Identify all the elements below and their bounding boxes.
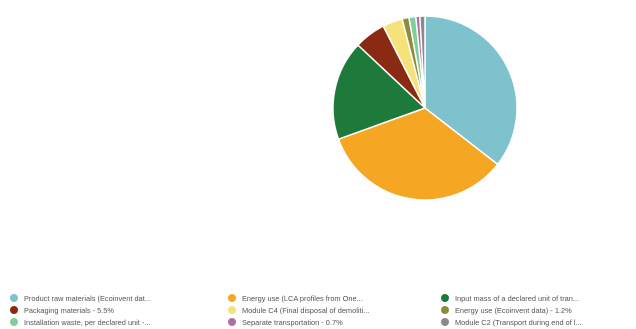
legend-item[interactable]: Module C2 (Transport during end of l... xyxy=(441,316,636,328)
pie-chart xyxy=(332,15,518,201)
legend-label: Packaging materials - 5.5% xyxy=(24,305,114,315)
legend-label: Module C2 (Transport during end of l... xyxy=(455,317,582,327)
legend-swatch xyxy=(441,318,449,326)
legend-swatch xyxy=(228,306,236,314)
legend-item[interactable]: Energy use (LCA profiles from One... xyxy=(228,292,433,304)
legend-item[interactable]: Product raw materials (Ecoinvent dat... xyxy=(10,292,215,304)
legend-label: Installation waste, per declared unit -.… xyxy=(24,317,151,327)
legend-item[interactable]: Module C4 (Final disposal of demoliti... xyxy=(228,304,433,316)
legend-label: Input mass of a declared unit of tran... xyxy=(455,293,580,303)
legend-item[interactable]: Energy use (Ecoinvent data) - 1.2% xyxy=(441,304,636,316)
legend-item[interactable]: Installation waste, per declared unit -.… xyxy=(10,316,215,328)
legend-item[interactable]: Separate transportation - 0.7% xyxy=(228,316,433,328)
pie-slice-1[interactable] xyxy=(337,107,499,201)
pie-chart-svg xyxy=(332,15,518,201)
pie-slice-2[interactable] xyxy=(332,43,427,141)
chart-legend: Product raw materials (Ecoinvent dat... E… xyxy=(0,288,636,328)
legend-label: Energy use (Ecoinvent data) - 1.2% xyxy=(455,305,572,315)
pie-slice-8[interactable] xyxy=(419,15,426,109)
legend-label: Energy use (LCA profiles from One... xyxy=(242,293,363,303)
legend-swatch xyxy=(10,294,18,302)
legend-swatch xyxy=(228,318,236,326)
legend-item[interactable]: Packaging materials - 5.5% xyxy=(10,304,215,316)
legend-label: Module C4 (Final disposal of demoliti... xyxy=(242,305,370,315)
legend-item[interactable]: Input mass of a declared unit of tran... xyxy=(441,292,636,304)
legend-swatch xyxy=(10,318,18,326)
legend-label: Separate transportation - 0.7% xyxy=(242,317,343,327)
legend-label: Product raw materials (Ecoinvent dat... xyxy=(24,293,151,303)
pie-slice-0[interactable] xyxy=(424,15,518,166)
legend-swatch xyxy=(10,306,18,314)
legend-swatch xyxy=(228,294,236,302)
legend-swatch xyxy=(441,306,449,314)
legend-swatch xyxy=(441,294,449,302)
